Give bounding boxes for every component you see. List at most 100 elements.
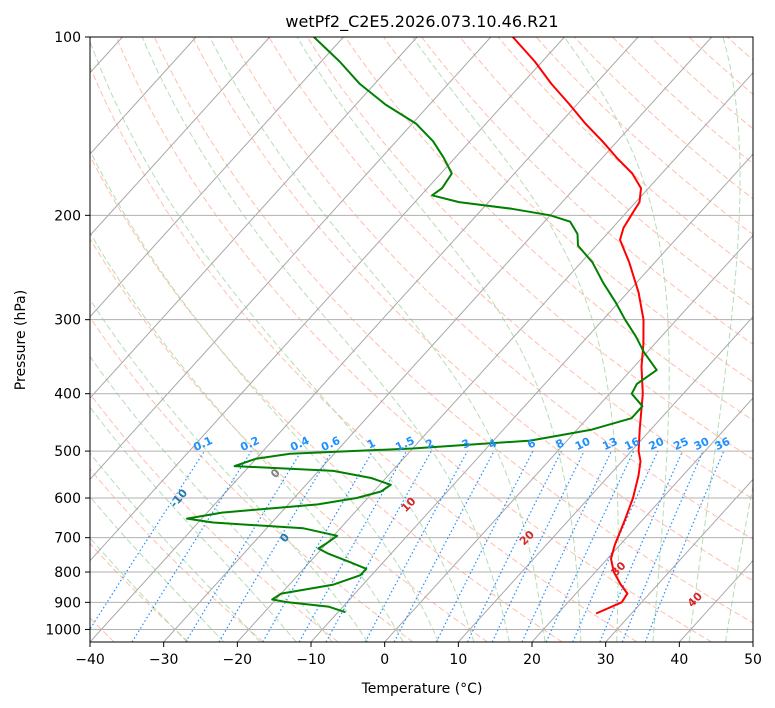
moist-adiabat-label: 10 [399,494,419,514]
moist-adiabat-line [90,355,333,642]
mixing-ratio-label: 16 [622,435,642,453]
isotherm-line [531,397,753,642]
moist-adiabat-line [90,452,261,642]
mixing-ratio-line [393,450,495,642]
moist-adiabat-line [141,37,510,642]
mixing-ratio-line [262,450,374,642]
y-tick-label: 600 [54,491,81,507]
y-tick-label: 100 [54,30,81,46]
dry-adiabat-line [535,37,753,236]
mixing-ratio-line [364,450,469,642]
isotherm-line [90,37,197,155]
mixing-ratio-label: 25 [671,435,690,453]
dewpoint-profile-line [186,37,658,614]
isotherm-line [457,315,753,642]
dry-adiabat-line [90,316,414,642]
mixing-ratio-label: 4 [486,436,499,451]
dry-adiabat-line [90,468,264,642]
line-labels: 0.10.20.40.611.52346810131620253036-100-… [90,434,733,610]
y-tick-label: 1000 [45,622,81,638]
mixing-ratio-label: 2 [424,436,436,451]
x-tick-label: 20 [523,652,541,668]
moist-adiabat-line [90,406,297,642]
x-tick-label: −40 [75,652,105,668]
mixing-ratio-label: 36 [713,435,733,453]
isotherm-line [90,37,418,399]
mixing-ratio-line [466,450,563,642]
isotherm-line [678,559,753,642]
x-axis-title: Temperature (°C) [361,681,483,697]
dry-adiabat-line [230,37,753,540]
chart-title: wetPf2_C2E5.2026.073.10.46.R21 [285,12,558,32]
dry-adiabat-line [612,37,753,165]
dry-adiabat-line [574,37,753,200]
dry-adiabat-line [765,37,775,642]
isotherm-line [310,153,753,642]
dry-adiabat-line [90,237,488,642]
isotherm-line [163,37,713,642]
isotherm-line [90,37,344,318]
dry-adiabat-line [192,37,753,582]
plot-frame [89,36,754,643]
dry-adiabat-line [459,37,753,308]
dry-adiabat-line [726,37,753,61]
mixing-ratio-line [621,450,704,642]
mixing-ratio-label: 10 [573,435,593,453]
y-tick-label: 300 [54,313,81,329]
mixing-ratio-line [435,450,534,642]
x-tick-label: 30 [597,652,615,668]
mixing-ratio-line [90,450,205,631]
x-tick-label: 40 [670,652,688,668]
profile-lines [186,37,658,615]
x-tick-label: 0 [380,652,389,668]
moist-adiabat-label: 20 [517,528,537,548]
y-tick-label: 500 [54,444,81,460]
isotherm-line [752,641,753,642]
moist-adiabat-line [90,537,188,642]
dry-adiabat-line [115,37,712,642]
isotherm-line [90,37,492,481]
y-tick-label: 800 [54,565,81,581]
y-tick-label: 200 [54,208,81,224]
y-axis-title: Pressure (hPa) [13,290,29,390]
moist-adiabat-line [296,37,582,642]
dry-adiabat-line [90,393,339,642]
moist-adiabat-line [209,37,546,642]
axis-ticks: −40 −30 −20 −10 0 10 20 30 40 50 100 200 300 400 500 60… [45,30,762,668]
y-tick-label: 400 [54,387,81,403]
mixing-ratio-line [491,450,585,642]
moist-adiabat-line [90,231,404,642]
isotherm-line [236,72,753,642]
moist-adiabat-line [412,37,619,642]
moist-adiabat-line [90,495,225,642]
y-tick-label: 700 [54,531,81,547]
mixing-ratio-line [545,450,635,642]
temperature-profile-line [512,37,645,615]
mixing-ratio-line [644,450,725,642]
x-tick-label: −20 [223,652,253,668]
moist-adiabat-line [90,298,369,642]
moist-adiabat-line [688,37,741,642]
mixing-ratio-label: 20 [647,435,667,453]
moist-adiabat-line [90,40,475,642]
mixing-ratio-line [298,450,408,642]
x-tick-label: −10 [296,652,326,668]
isotherm-line [605,478,753,642]
mixing-ratio-line [325,450,432,642]
dry-adiabat-line [421,37,753,345]
mixing-ratio-label: 6 [525,436,538,451]
mixing-ratio-line [599,450,684,642]
mixing-ratio-label: 30 [692,435,712,453]
x-tick-label: 10 [449,652,467,668]
isotherm-line [90,37,565,562]
dry-adiabat-line [650,37,753,130]
mixing-ratio-line [572,450,659,642]
mixing-ratio-line [185,450,302,642]
dry-adiabat-line [306,37,753,460]
moist-adiabat-label: 40 [685,590,705,610]
mixing-ratio-label: 13 [600,435,619,453]
dry-adiabat-line [344,37,753,421]
x-tick-label: −30 [149,652,179,668]
dry-adiabat-line [153,37,753,624]
